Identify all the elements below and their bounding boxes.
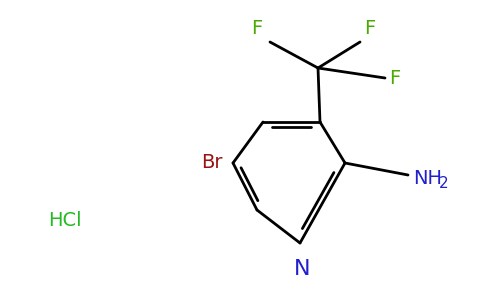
Text: F: F (389, 68, 400, 88)
Text: N: N (294, 259, 310, 279)
Text: F: F (364, 19, 375, 38)
Text: HCl: HCl (48, 211, 82, 230)
Text: Br: Br (201, 154, 223, 172)
Text: NH: NH (413, 169, 442, 188)
Text: F: F (251, 19, 262, 38)
Text: 2: 2 (439, 176, 449, 190)
